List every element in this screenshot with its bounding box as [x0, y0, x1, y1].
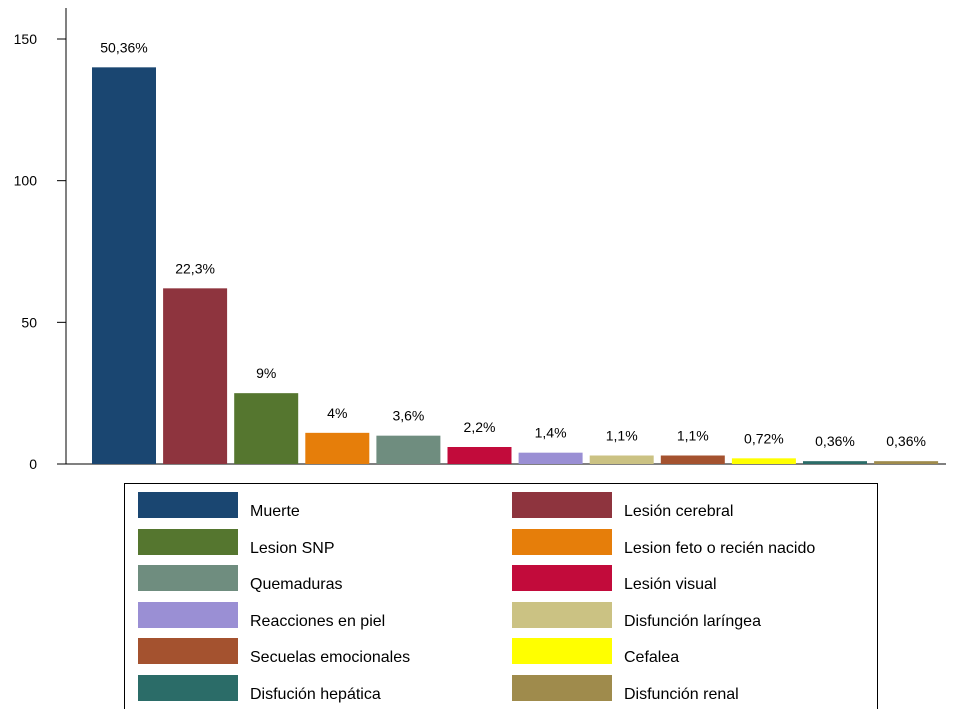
legend-swatch	[138, 601, 238, 628]
legend-swatch	[138, 565, 238, 592]
legend-label: Muerte	[250, 503, 300, 520]
data-label: 50,36%	[100, 39, 147, 55]
legend-item: Disfución hepática	[138, 675, 381, 703]
y-tick-label: 0	[29, 456, 37, 472]
data-label: 0,72%	[744, 430, 784, 446]
legend-label: Lesión cerebral	[624, 503, 734, 520]
legend-label: Quemaduras	[250, 576, 343, 594]
legend-swatch	[512, 638, 612, 665]
y-tick-label: 100	[14, 173, 38, 189]
legend-item: Lesión visual	[512, 565, 717, 594]
bar	[376, 435, 441, 464]
bar	[660, 455, 725, 464]
data-labels: 50,36% 22,3% 9% 4% 3,6% 2,2% 1,4% 1,1% 1,1% 0,72%…	[100, 39, 926, 449]
legend-label: Disfución hepática	[250, 686, 381, 703]
legend-label: Cefalea	[624, 649, 680, 667]
legend-swatch	[512, 675, 612, 701]
bar	[518, 452, 583, 464]
data-label: 1,4%	[535, 425, 567, 441]
legend-item: Disfunción renal	[512, 675, 739, 703]
data-label: 0,36%	[815, 433, 855, 449]
legend-label: Disfunción renal	[624, 686, 739, 703]
data-label: 1,1%	[606, 428, 638, 444]
legend-label: Reacciones en piel	[250, 612, 386, 630]
legend-swatch	[512, 528, 612, 555]
legend-swatch	[138, 492, 238, 518]
legend-item: Lesión cerebral	[512, 492, 734, 520]
legend-swatch	[138, 528, 238, 555]
data-label: 4%	[327, 405, 347, 421]
bar	[92, 67, 156, 464]
legend-swatch	[138, 638, 238, 665]
bars	[92, 67, 939, 464]
data-label: 9%	[256, 365, 276, 381]
data-label: 3,6%	[392, 408, 424, 424]
bar	[163, 288, 228, 464]
bar	[803, 461, 867, 464]
data-label: 1,1%	[677, 428, 709, 444]
legend-label: Lesion SNP	[250, 539, 335, 557]
legend-swatch	[138, 675, 238, 701]
bar	[589, 455, 654, 464]
legend-item: Disfunción laríngea	[512, 601, 761, 630]
legend-label: Lesion feto o recién nacido	[624, 539, 816, 557]
legend-label: Lesión visual	[624, 576, 717, 594]
legend: Muerte Lesión cerebral Lesion SNP Lesion fe…	[124, 483, 878, 709]
bar	[874, 461, 939, 464]
y-tick-label: 50	[21, 314, 37, 330]
legend-item: Lesion SNP	[138, 528, 335, 557]
legend-item: Quemaduras	[138, 565, 343, 594]
legend-swatch	[512, 565, 612, 592]
legend-item: Secuelas emocionales	[138, 638, 411, 667]
bar	[234, 393, 299, 464]
bar	[305, 432, 370, 464]
y-tick-label: 150	[14, 31, 38, 47]
legend-item: Reacciones en piel	[138, 601, 386, 630]
bar	[447, 447, 512, 464]
legend-item: Cefalea	[512, 638, 680, 667]
legend-item: Lesion feto o recién nacido	[512, 528, 816, 557]
legend-label: Secuelas emocionales	[250, 649, 411, 667]
data-label: 0,36%	[886, 433, 926, 449]
bar	[731, 458, 796, 464]
data-label: 2,2%	[464, 419, 496, 435]
legend-swatch	[512, 492, 612, 518]
legend-swatch	[512, 601, 612, 628]
data-label: 22,3%	[175, 260, 215, 276]
legend-item: Muerte	[138, 492, 300, 520]
legend-label: Disfunción laríngea	[624, 612, 761, 630]
